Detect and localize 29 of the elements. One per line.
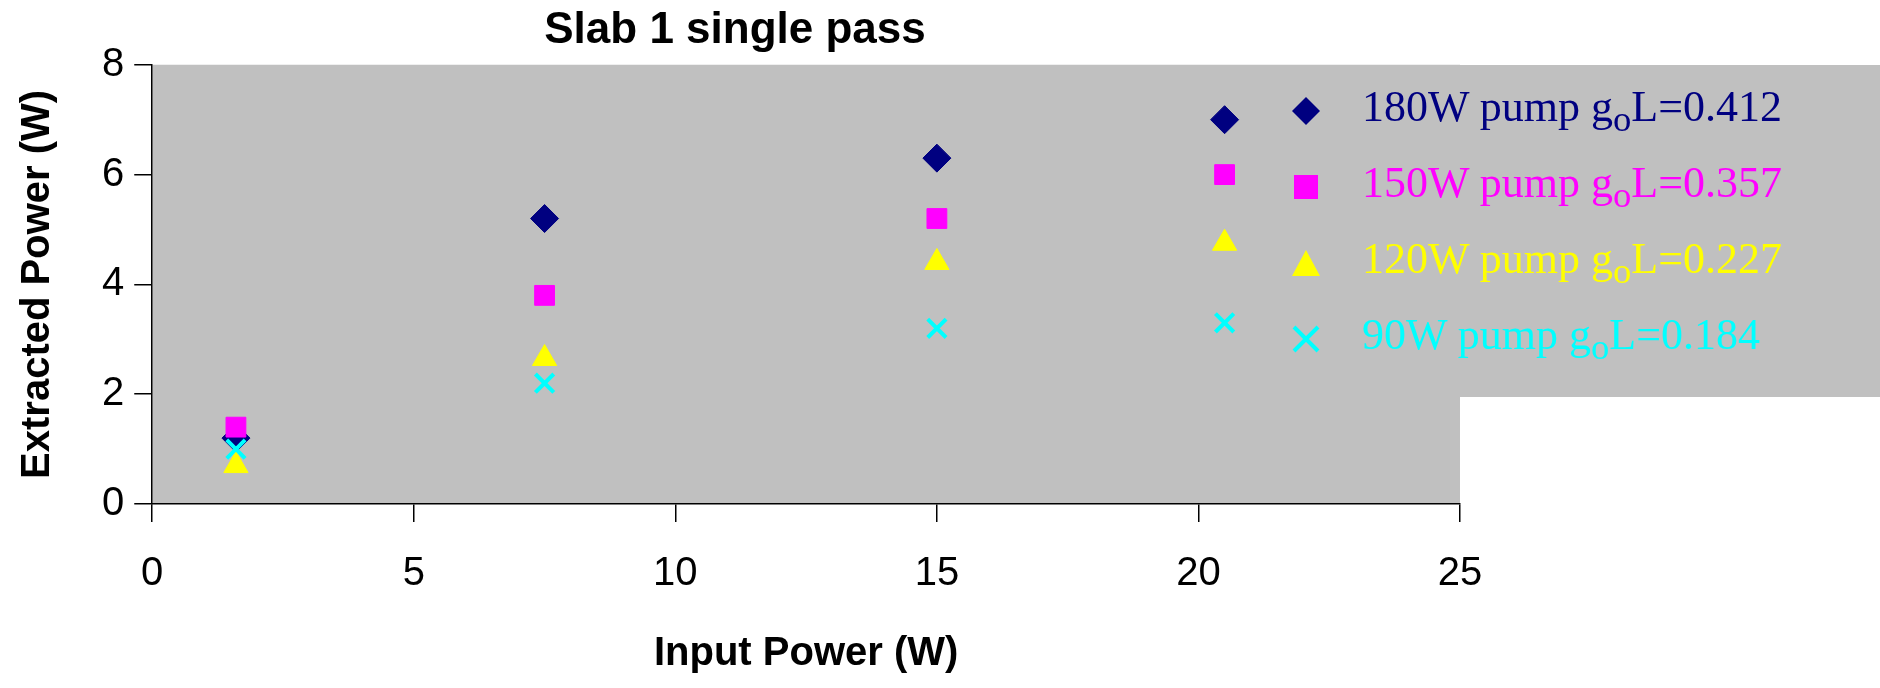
y-axis-title: Extracted Power (W) [13, 89, 58, 479]
point [533, 372, 556, 395]
chart-title: Slab 1 single pass [544, 2, 926, 52]
legend-label: 90W pump g$_{o}$L=0.184 [1362, 309, 1760, 369]
point [925, 317, 949, 340]
point [1213, 311, 1236, 335]
point [926, 208, 948, 229]
x-tick-label: 25 [1437, 549, 1483, 594]
y-tick-label: 8 [102, 39, 125, 84]
point [224, 437, 248, 461]
x-tick-label: 20 [1176, 549, 1221, 594]
point [534, 284, 555, 306]
x-tick-label: 5 [402, 549, 425, 594]
x-tick-label: 0 [141, 549, 164, 594]
y-tick-label: 4 [102, 259, 125, 304]
point [922, 143, 952, 173]
point [225, 416, 247, 438]
x-tick-label: 10 [653, 549, 698, 594]
y-tick-label: 0 [102, 479, 125, 524]
legend-label: 150W pump g$_{o}$L=0.357 [1362, 157, 1782, 217]
point [1214, 164, 1235, 185]
y-tick-label: 6 [102, 149, 125, 194]
legend-label: 120W pump g$_{o}$L=0.227 [1362, 233, 1782, 293]
legend-label: 180W pump g$_{o}$L=0.412 [1362, 81, 1782, 141]
point [530, 204, 560, 234]
x-tick-label: 15 [914, 549, 960, 594]
x-axis-title: Input Power (W) [653, 629, 959, 674]
y-tick-label: 2 [102, 369, 125, 414]
point [1210, 105, 1240, 135]
